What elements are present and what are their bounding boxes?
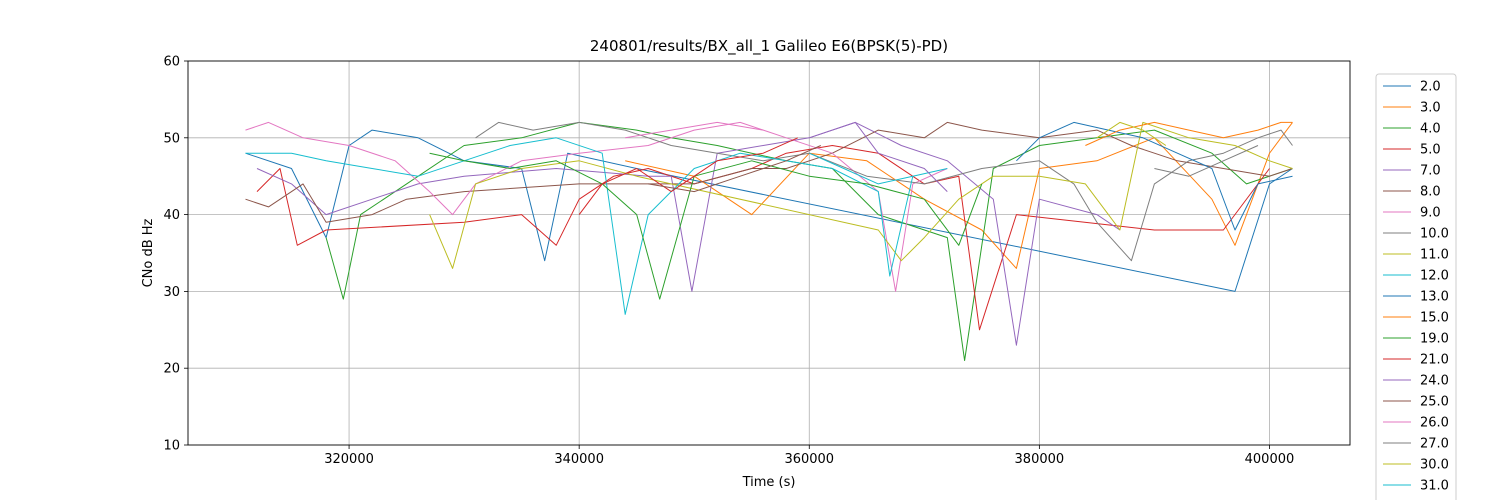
legend-label: 31.0: [1420, 479, 1449, 494]
grid: [188, 61, 1350, 445]
series-line-11.0: [429, 121, 1293, 269]
series-line-31.0: [809, 152, 913, 185]
legend-label: 11.0: [1420, 248, 1449, 263]
series-line-30.0: [1096, 121, 1167, 146]
legend-label: 19.0: [1420, 332, 1449, 347]
legend-box: [1375, 73, 1457, 500]
series-line-12.0: [245, 137, 948, 315]
y-tick-label: 10: [163, 439, 180, 454]
legend-label: 27.0: [1420, 437, 1449, 452]
series-line-2.0: [245, 129, 1293, 292]
legend-label: 9.0: [1420, 206, 1441, 221]
x-axis-label: Time (s): [742, 475, 796, 490]
x-tick-label: 320000: [324, 452, 374, 467]
series-line-15.0: [1085, 121, 1293, 146]
x-tick-label: 380000: [1015, 452, 1065, 467]
y-tick-label: 50: [163, 131, 180, 146]
legend-label: 8.0: [1420, 185, 1441, 200]
legend-label: 2.0: [1420, 80, 1441, 95]
legend-label: 5.0: [1420, 143, 1441, 158]
legend-label: 24.0: [1420, 374, 1449, 389]
series-line-8.0: [245, 121, 1293, 223]
y-tick-label: 20: [163, 362, 180, 377]
series-line-27.0: [1154, 145, 1259, 177]
x-tick-label: 360000: [784, 452, 834, 467]
legend-label: 7.0: [1420, 164, 1441, 179]
data-lines: [245, 121, 1293, 361]
series-line-25.0: [648, 145, 822, 193]
plot-frame: [187, 60, 1351, 446]
legend-label: 15.0: [1420, 311, 1449, 326]
legend-label: 12.0: [1420, 269, 1449, 284]
series-line-24.0: [809, 121, 948, 192]
legend-label: 21.0: [1420, 353, 1449, 368]
legend-label: 3.0: [1420, 101, 1441, 116]
x-tick-label: 340000: [554, 452, 604, 467]
series-line-3.0: [625, 122, 1293, 269]
series-line-19.0: [429, 152, 983, 300]
legend-label: 13.0: [1420, 290, 1449, 305]
series-line-13.0: [1016, 121, 1293, 231]
y-tick-label: 40: [163, 208, 180, 223]
chart-title: 240801/results/BX_all_1 Galileo E6(BPSK(…: [590, 37, 948, 56]
series-line-26.0: [625, 121, 764, 139]
legend-label: 4.0: [1420, 122, 1441, 137]
legend-label: 30.0: [1420, 458, 1449, 473]
series-line-10.0: [475, 121, 1293, 262]
series-line-21.0: [578, 137, 799, 215]
x-tick-label: 400000: [1245, 452, 1295, 467]
legend-label: 10.0: [1420, 227, 1449, 242]
y-tick-label: 30: [163, 285, 180, 300]
y-tick-label: 60: [163, 55, 180, 70]
legend: 2.0 3.0 4.0 5.0 7.0 8.0 9.0 10.0 11.0 12.0 13.0 15.…: [1375, 73, 1457, 500]
axis-ticks: 320000 340000 360000 380000 400000 10 20 30 40 50…: [163, 55, 1294, 468]
legend-label: 26.0: [1420, 416, 1449, 431]
legend-label: 25.0: [1420, 395, 1449, 410]
y-axis-label: CNo dB Hz: [141, 218, 156, 287]
